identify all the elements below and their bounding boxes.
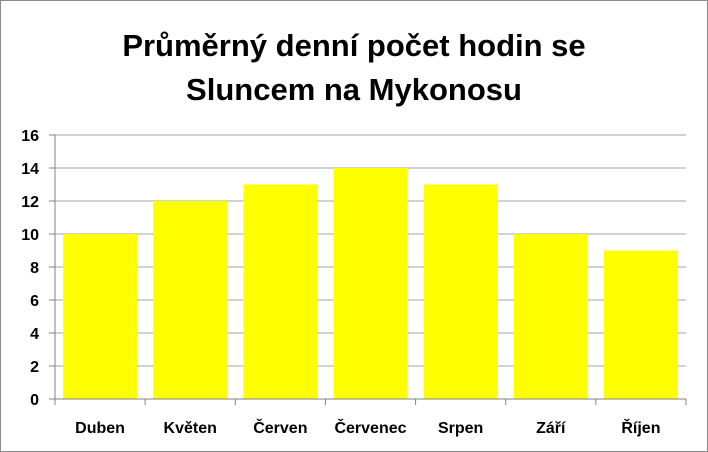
x-category-label: Květen [164, 420, 217, 437]
bars [63, 168, 678, 399]
y-tick-label: 0 [30, 392, 39, 409]
bar-2 [153, 201, 228, 399]
x-category-label: Srpen [438, 420, 483, 437]
bar-4 [333, 168, 408, 399]
axes [49, 134, 687, 405]
y-tick-label: 8 [30, 260, 39, 277]
bar-6 [513, 234, 588, 399]
bar-3 [243, 184, 318, 399]
y-tick-label: 16 [21, 128, 39, 145]
y-tick-label: 10 [21, 227, 39, 244]
x-category-label: Září [536, 420, 566, 437]
x-category-label: Říjen [621, 418, 660, 437]
chart-title-line-1: Průměrný denní počet hodin se [122, 28, 585, 63]
y-tick-label: 12 [21, 194, 39, 211]
x-category-label: Duben [75, 420, 125, 437]
y-tick-label: 4 [30, 326, 39, 343]
y-tick-label: 2 [30, 359, 39, 376]
y-tick-labels: 0 2 4 6 8 10 12 14 16 [21, 128, 39, 409]
x-category-labels: Duben Květen Červen Červenec Srpen Září Říjen [75, 418, 660, 437]
x-category-label: Červen [253, 418, 307, 437]
bar-1 [63, 234, 138, 399]
x-category-label: Červenec [334, 418, 406, 437]
bar-7 [603, 250, 678, 399]
chart-title-line-2: Sluncem na Mykonosu [186, 72, 522, 107]
y-tick-label: 14 [21, 161, 39, 178]
bar-5 [423, 184, 498, 399]
y-tick-label: 6 [30, 293, 39, 310]
